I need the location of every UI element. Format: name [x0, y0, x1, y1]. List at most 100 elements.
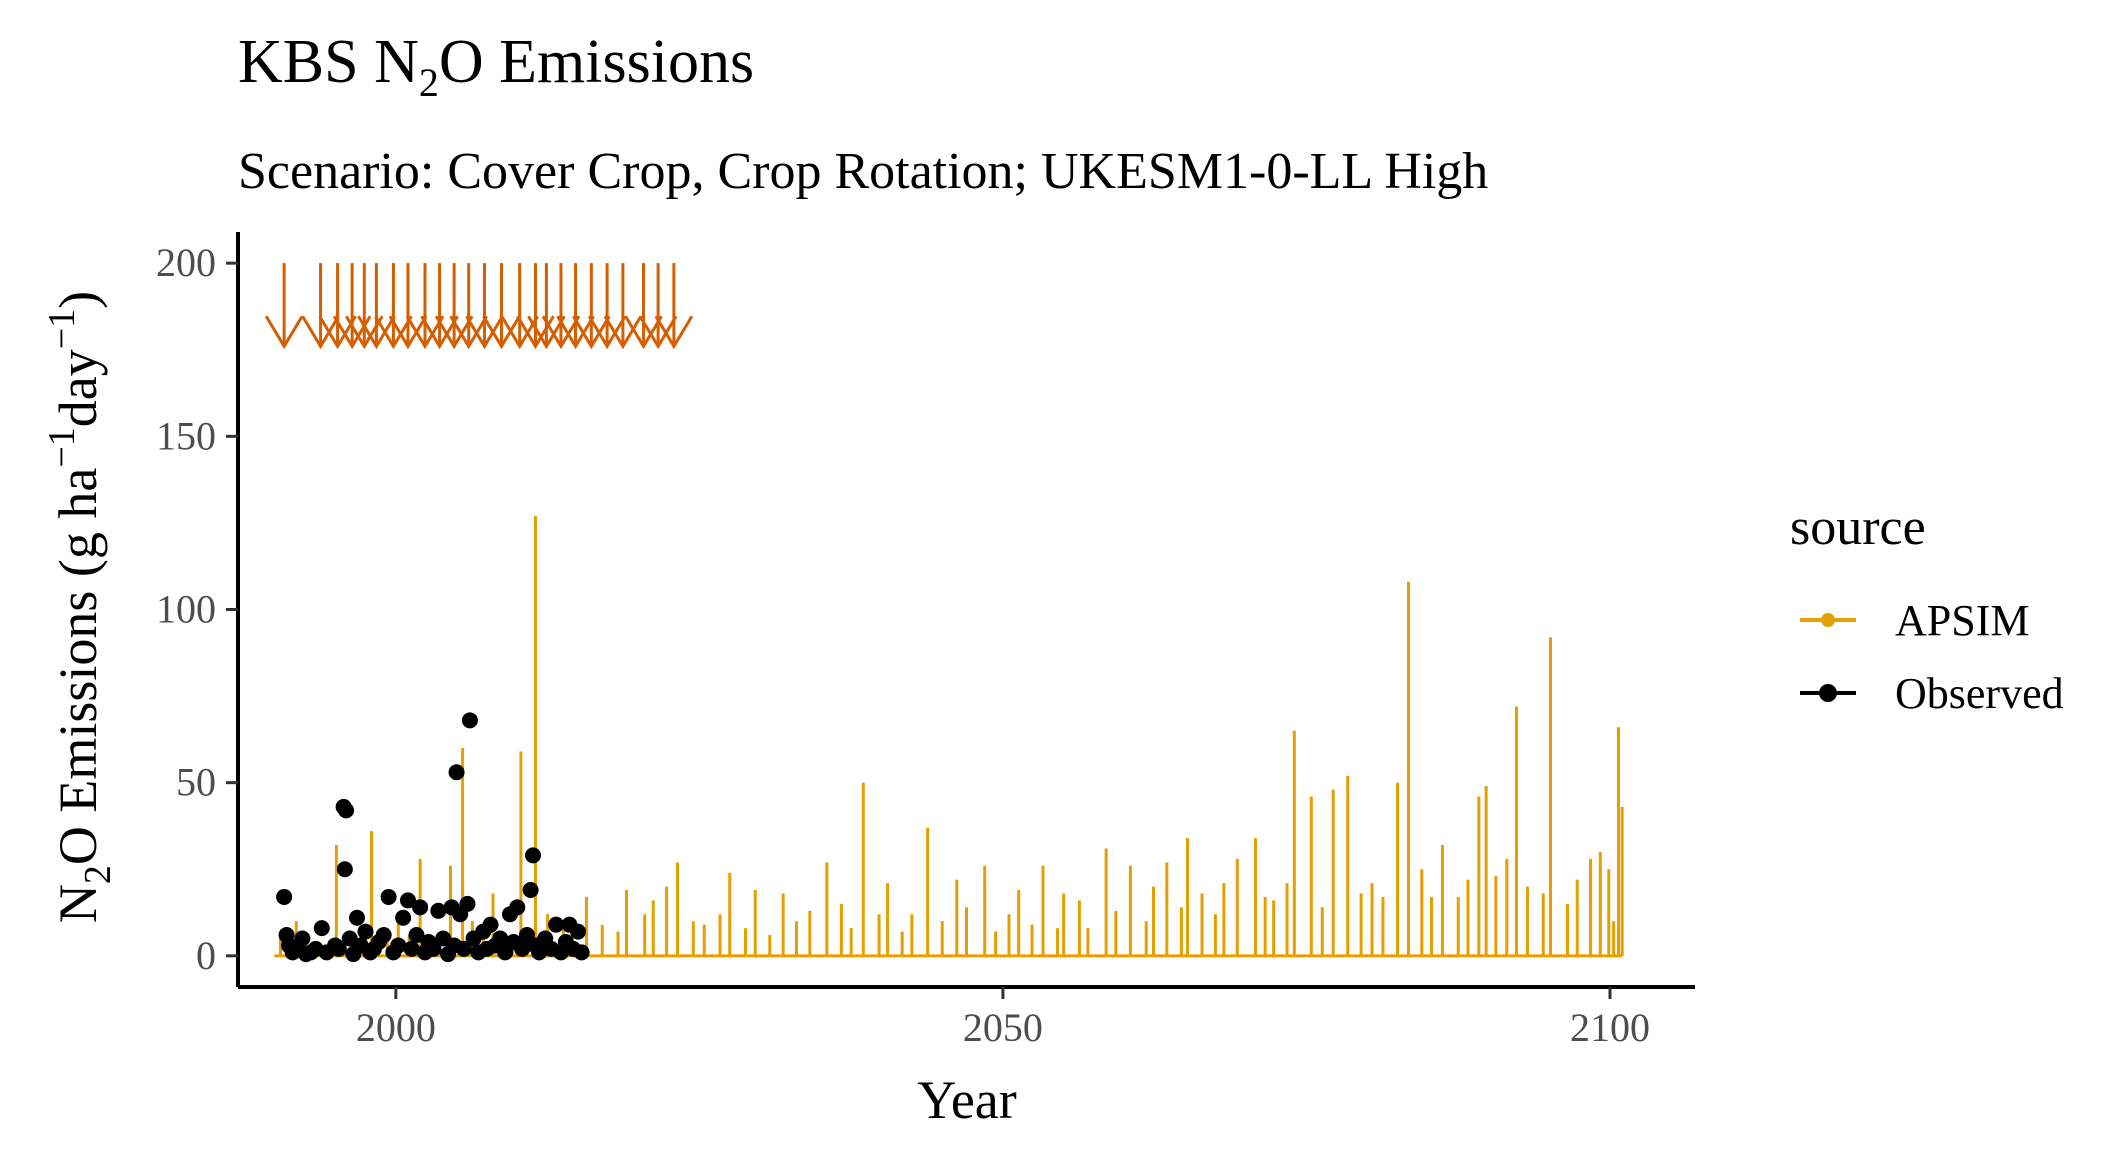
arrow-head: [624, 315, 663, 350]
observed-point: [459, 895, 476, 912]
arrow-marker: [465, 263, 504, 350]
observed-series: [276, 712, 590, 963]
arrow-head: [420, 315, 459, 350]
arrow-marker: [527, 263, 566, 350]
y-axis-title-a: N: [48, 884, 108, 923]
x-tick-label: 2100: [1570, 1005, 1650, 1050]
observed-point: [408, 927, 425, 944]
arrow-marker: [603, 263, 643, 350]
legend-entry-apsim: APSIM: [1800, 596, 2030, 645]
chart-title-main: KBS N: [238, 28, 419, 96]
arrow-head: [638, 315, 678, 350]
legend-title: source: [1790, 499, 1926, 556]
legend-entry-observed: Observed: [1800, 669, 2064, 718]
y-axis-title-sup2: −1: [41, 309, 83, 349]
chart-title-subscript: 2: [419, 60, 439, 105]
arrow-marker: [638, 263, 678, 350]
observed-point: [482, 916, 499, 933]
y-tick-label: 0: [196, 933, 216, 978]
legend-label-apsim: APSIM: [1895, 596, 2030, 645]
x-tick-label: 2000: [356, 1005, 436, 1050]
observed-point: [390, 937, 407, 954]
observed-point: [380, 888, 397, 905]
y-axis-title-sup1: −1: [41, 427, 83, 467]
legend-key-observed-point: [1819, 684, 1837, 702]
observed-point: [357, 923, 374, 940]
y-axis-title-d: ): [48, 291, 108, 309]
arrow-marker: [482, 263, 521, 350]
arrow-marker: [624, 263, 663, 350]
arrow-head: [465, 315, 504, 350]
observed-point: [330, 940, 347, 957]
arrow-head: [318, 315, 357, 350]
arrow-marker: [264, 263, 304, 350]
chart-title-rest: O Emissions: [439, 28, 754, 96]
observed-point: [525, 847, 542, 864]
observed-point: [492, 930, 509, 947]
arrow-head: [301, 315, 340, 350]
observed-point: [425, 940, 442, 957]
observed-point: [338, 802, 355, 819]
y-tick-label: 150: [156, 413, 216, 458]
observed-point: [395, 909, 412, 926]
arrow-marker: [654, 263, 694, 350]
arrow-markers: [264, 263, 694, 350]
y-tick-label: 200: [156, 240, 216, 285]
observed-point: [430, 902, 447, 919]
arrow-marker: [357, 263, 396, 350]
arrow-marker: [541, 263, 581, 350]
observed-point: [509, 899, 526, 916]
arrow-head: [654, 315, 694, 350]
observed-point: [375, 927, 392, 944]
arrow-marker: [572, 263, 611, 350]
x-tick-label: 2050: [963, 1005, 1043, 1050]
y-axis-title-sub: 2: [77, 865, 119, 884]
arrow-marker: [405, 263, 445, 350]
arrow-head: [527, 315, 566, 350]
observed-point: [548, 916, 565, 933]
arrow-head: [541, 315, 581, 350]
observed-point: [448, 764, 465, 781]
arrow-marker: [516, 263, 555, 350]
observed-point: [573, 944, 590, 961]
legend-key-apsim-point: [1821, 613, 1835, 627]
arrow-head: [500, 315, 539, 350]
observed-point: [348, 909, 365, 926]
observed-point: [336, 861, 353, 878]
observed-point: [461, 712, 478, 729]
arrow-head: [405, 315, 445, 350]
arrow-marker: [500, 263, 539, 350]
axes: 0 50 100 150 200 2000 2050 2100: [156, 232, 1695, 1050]
arrow-head: [587, 315, 627, 350]
observed-point: [276, 888, 293, 905]
observed-point: [531, 944, 548, 961]
arrow-head: [357, 315, 396, 350]
arrow-head: [556, 315, 595, 350]
arrow-marker: [449, 263, 488, 350]
arrow-head: [449, 315, 488, 350]
x-axis-title: Year: [917, 1070, 1017, 1130]
y-tick-label: 50: [176, 760, 216, 805]
apsim-series: [274, 515, 1624, 958]
arrow-marker: [301, 263, 340, 350]
y-axis-title: N2O Emissions (g ha−1day−1): [41, 291, 119, 923]
y-axis-title-c: day: [48, 349, 108, 427]
arrow-marker: [318, 263, 357, 350]
observed-point: [399, 892, 416, 909]
arrow-head: [482, 315, 521, 350]
arrow-marker: [420, 263, 459, 350]
y-axis-title-b: O Emissions (g ha: [48, 468, 108, 866]
legend: source APSIM Observed: [1790, 499, 2064, 718]
arrow-marker: [587, 263, 627, 350]
observed-point: [514, 940, 531, 957]
arrow-head: [572, 315, 611, 350]
arrow-head: [603, 315, 643, 350]
arrow-marker: [388, 263, 428, 350]
y-tick-label: 100: [156, 587, 216, 632]
observed-point: [403, 940, 420, 957]
observed-point: [569, 923, 586, 940]
observed-point: [522, 882, 539, 899]
arrow-head: [264, 315, 304, 350]
chart-subtitle: Scenario: Cover Crop, Crop Rotation; UKE…: [238, 143, 1488, 200]
arrow-head: [388, 315, 428, 350]
